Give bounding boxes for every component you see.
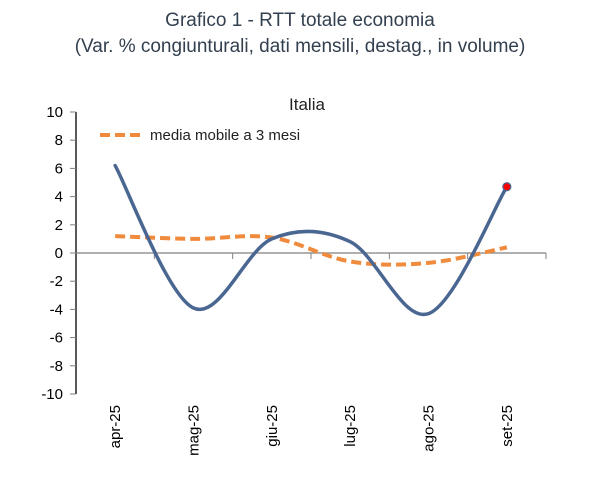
- chart-title: Grafico 1 - RTT totale economia: [165, 10, 435, 31]
- y-tick-label: 0: [55, 245, 63, 262]
- y-tick-label: 4: [55, 189, 63, 206]
- y-tick-label: 10: [46, 104, 63, 121]
- legend-label-moving-average: media mobile a 3 mesi: [150, 127, 300, 144]
- x-tick-label: giu-25: [264, 405, 281, 447]
- y-tick-label: -10: [41, 386, 63, 403]
- y-tick-label: -2: [50, 273, 63, 290]
- last-point-marker: [502, 182, 512, 192]
- y-tick-label: 2: [55, 217, 63, 234]
- chart-subtitle: (Var. % congiunturali, dati mensili, des…: [74, 36, 526, 57]
- series-line-moving-average: [115, 234, 508, 267]
- y-tick-label: -8: [50, 358, 63, 375]
- x-tick-label: lug-25: [342, 405, 359, 447]
- x-tick-label: set-25: [499, 405, 516, 447]
- x-tick-label: ago-25: [421, 405, 438, 452]
- y-tick-label: 6: [55, 160, 63, 177]
- series-line-rtt: [113, 163, 509, 317]
- x-tick-label: apr-25: [107, 405, 124, 448]
- legend: media mobile a 3 mesi: [100, 127, 300, 144]
- y-tick-label: 8: [55, 132, 63, 149]
- y-tick-label: -4: [50, 301, 63, 318]
- y-tick-label: -6: [50, 330, 63, 347]
- panel-title: Italia: [289, 95, 325, 114]
- x-tick-label: mag-25: [186, 405, 203, 456]
